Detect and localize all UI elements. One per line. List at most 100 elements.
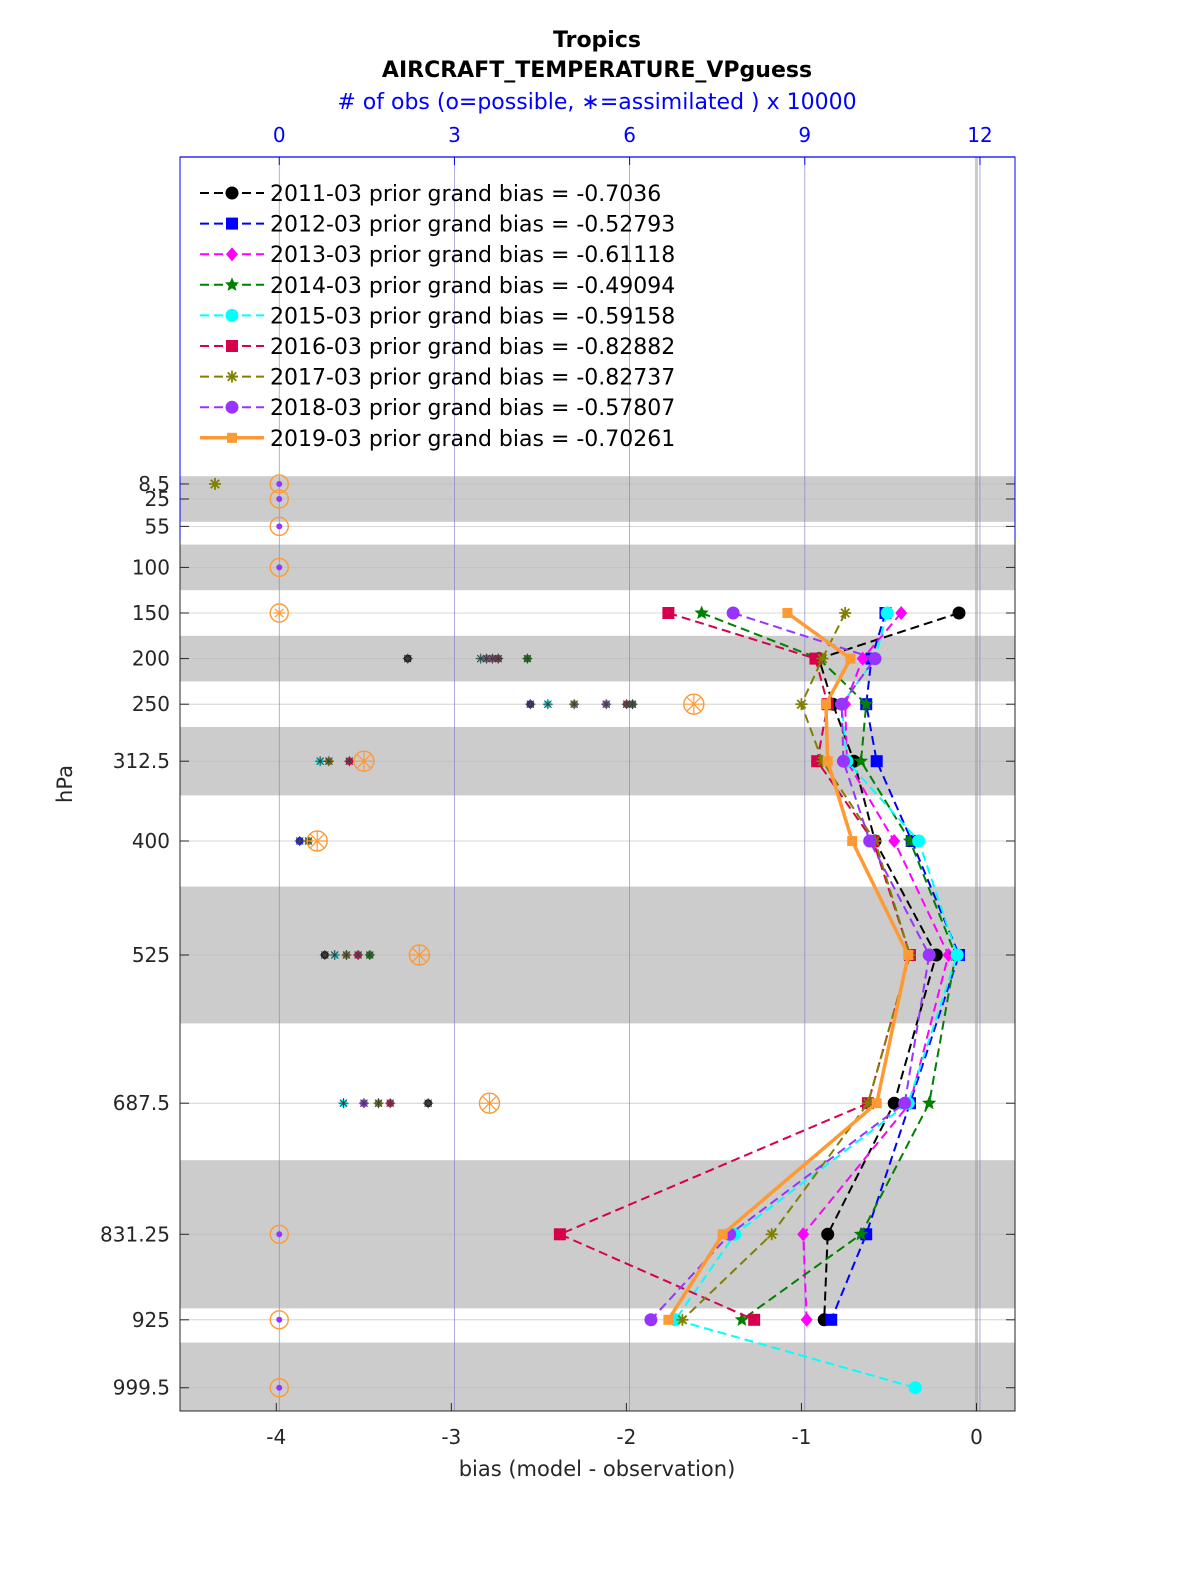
obs-assim-15 — [323, 756, 334, 767]
obs-mark-26 — [408, 944, 431, 966]
obs-assim-23 — [341, 950, 352, 960]
point-8-4 — [782, 608, 793, 618]
y-tick-label-4: 150 — [132, 601, 170, 625]
obs-possible-35 — [269, 516, 289, 537]
obs-mark-33 — [269, 474, 289, 494]
obs-dot-39 — [276, 1384, 283, 1391]
legend-label-4: 2015-03 prior grand bias = -0.59158 — [270, 304, 675, 329]
obs-possible-33 — [269, 474, 289, 494]
obs-assim-3-stroke-3 — [482, 654, 491, 663]
legend-entry-0: 2011-03 prior grand bias = -0.7036 — [200, 182, 661, 207]
obs-mark-25 — [364, 950, 375, 960]
obs-mark-24 — [353, 950, 364, 960]
legend-label-2: 2013-03 prior grand bias = -0.61118 — [270, 243, 675, 268]
top-tick-label-1: 3 — [448, 123, 461, 147]
legend-marker-1 — [226, 217, 238, 230]
point-8-9 — [903, 950, 914, 960]
obs-assim-8-stroke-3 — [543, 700, 552, 709]
obs-assim-6-stroke-3 — [523, 654, 532, 663]
obs-assim-10-stroke-3 — [602, 700, 611, 709]
series-line-4-0 — [674, 612, 959, 1389]
x-tick-label-2: -2 — [616, 1425, 636, 1449]
point-3-6 — [859, 696, 874, 711]
obs-assim-10 — [601, 699, 612, 710]
obs-assim-29-stroke-3 — [374, 1099, 383, 1108]
y-tick-label-5: 200 — [132, 647, 170, 671]
obs-mark-18 — [294, 836, 305, 846]
point-2-12 — [800, 1312, 813, 1327]
legend-label-6: 2017-03 prior grand bias = -0.82737 — [270, 366, 675, 391]
point-6-4 — [839, 607, 852, 619]
y-tick-label-2: 55 — [145, 514, 170, 538]
obs-mark-29 — [373, 1098, 384, 1109]
obs-mark-31 — [423, 1098, 434, 1109]
obs-assim-27-stroke-3 — [339, 1099, 348, 1108]
point-6-12 — [676, 1313, 689, 1326]
legend-label-8: 2019-03 prior grand bias = -0.70261 — [270, 427, 675, 452]
legend-entry-1: 2012-03 prior grand bias = -0.52793 — [200, 213, 675, 238]
obs-mark-15 — [323, 756, 334, 767]
series-layer — [209, 477, 966, 1395]
obs-mark-23 — [341, 950, 352, 960]
legend-marker-4 — [225, 308, 239, 322]
chart-title: Tropics — [553, 28, 641, 53]
obs-dot-36 — [276, 564, 283, 571]
point-8-7 — [822, 756, 833, 767]
obs-possible-39 — [269, 1378, 289, 1398]
point-2-9 — [942, 948, 955, 962]
point-1-7 — [870, 755, 883, 768]
obs-assim-5 — [493, 653, 504, 664]
legend-entry-2: 2013-03 prior grand bias = -0.61118 — [200, 243, 675, 268]
obs-mark-0 — [269, 603, 289, 623]
obs-mark-5 — [493, 653, 504, 664]
legend-label-1: 2012-03 prior grand bias = -0.52793 — [270, 213, 675, 238]
obs-mark-10 — [601, 699, 612, 710]
point-4-9 — [950, 948, 964, 962]
obs-assim-0-stroke-3 — [274, 608, 284, 618]
obs-assim-16-stroke-3 — [345, 757, 354, 766]
legend-marker-6-stroke-3 — [227, 371, 237, 382]
x-tick-label-1: -3 — [441, 1425, 461, 1449]
point-2-4 — [895, 606, 908, 620]
obs-assim-12-stroke-3 — [628, 700, 637, 709]
obs-possible-36 — [269, 557, 289, 578]
obs-mark-13 — [683, 693, 705, 715]
obs-assim-2-stroke-3 — [476, 654, 485, 663]
legend-marker-8 — [227, 432, 237, 443]
point-7-9 — [922, 948, 936, 962]
obs-assim-9 — [569, 699, 580, 710]
obs-assim-13 — [683, 694, 704, 715]
obs-mark-9 — [569, 699, 580, 710]
point-8-5 — [845, 653, 856, 664]
obs-assim-13-stroke-3 — [686, 696, 702, 712]
obs-assim-32-stroke-3 — [481, 1095, 497, 1111]
obs-mark-16 — [344, 756, 355, 767]
point-6-0 — [209, 477, 222, 490]
obs-mark-34 — [269, 489, 289, 509]
y-tick-label-10: 687.5 — [113, 1091, 170, 1115]
y-tick-label-11: 831.25 — [100, 1222, 170, 1246]
point-7-12 — [644, 1313, 658, 1327]
obs-mark-8 — [542, 699, 553, 710]
obs-assim-6 — [522, 653, 533, 664]
obs-assim-11 — [621, 699, 632, 710]
point-7-5 — [868, 652, 882, 666]
obs-assim-30 — [385, 1098, 396, 1109]
obs-assim-1 — [402, 653, 413, 664]
top-axis-label: # of obs (o=possible, ∗=assimilated ) x … — [337, 90, 856, 115]
obs-assim-22 — [329, 950, 340, 960]
legend-entry-6: 2017-03 prior grand bias = -0.82737 — [200, 366, 675, 391]
y-tick-label-8: 400 — [132, 829, 170, 853]
point-4-4 — [880, 606, 894, 620]
legend-marker-5 — [226, 340, 238, 352]
obs-assim-0 — [273, 607, 286, 619]
point-6-12-stroke-3 — [677, 1314, 688, 1325]
obs-assim-14-stroke-3 — [316, 757, 325, 766]
obs-assim-25 — [364, 950, 375, 960]
point-8-6 — [820, 699, 831, 710]
obs-mark-22 — [329, 950, 340, 960]
point-6-10-stroke-3 — [863, 1098, 873, 1109]
point-5-4 — [662, 607, 675, 619]
legend-label-5: 2016-03 prior grand bias = -0.82882 — [270, 335, 675, 360]
